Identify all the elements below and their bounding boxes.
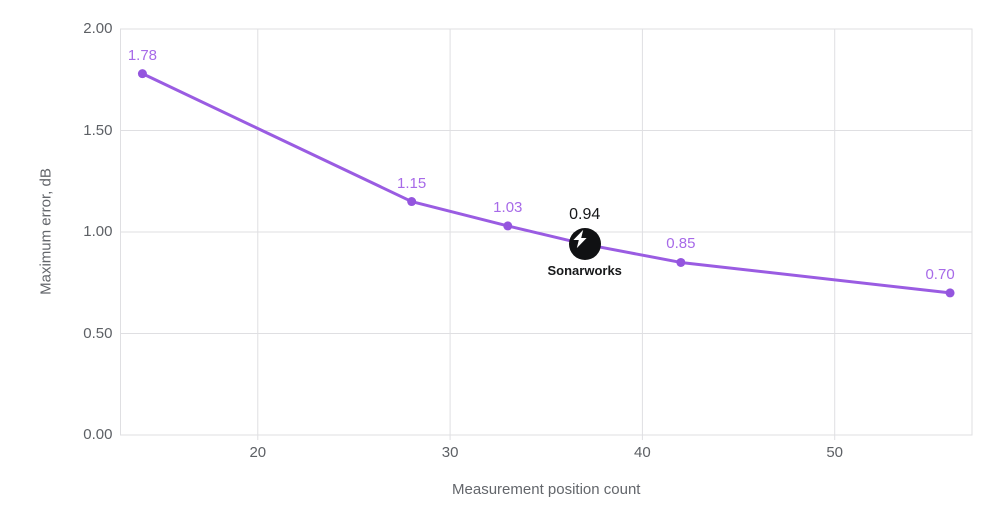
sonarworks-label: Sonarworks <box>547 263 622 279</box>
x-tick-label: 50 <box>826 444 844 461</box>
x-axis-title: Measurement position count <box>452 481 641 498</box>
point-value-label: 1.78 <box>127 46 158 64</box>
point-value-label: 1.03 <box>493 198 523 216</box>
y-axis-title: Maximum error, dB <box>37 168 55 295</box>
point-value-label: 0.85 <box>666 235 696 253</box>
sonarworks-logo-badge <box>568 228 601 261</box>
point-value-label: 0.70 <box>925 265 955 283</box>
y-tick-label: 1.50 <box>83 121 113 139</box>
x-tick-label: 20 <box>249 444 267 461</box>
point-value-label: 0.94 <box>569 206 601 224</box>
y-tick-label: 0.00 <box>83 426 113 443</box>
lightning-bolt-icon <box>573 230 587 249</box>
y-tick-label: 2.00 <box>83 20 113 37</box>
point-value-label: 1.15 <box>397 174 427 192</box>
y-tick-label: 1.00 <box>83 223 113 240</box>
y-tick-label: 0.50 <box>83 324 113 342</box>
x-tick-label: 30 <box>441 444 459 461</box>
x-tick-label: 40 <box>634 444 651 461</box>
